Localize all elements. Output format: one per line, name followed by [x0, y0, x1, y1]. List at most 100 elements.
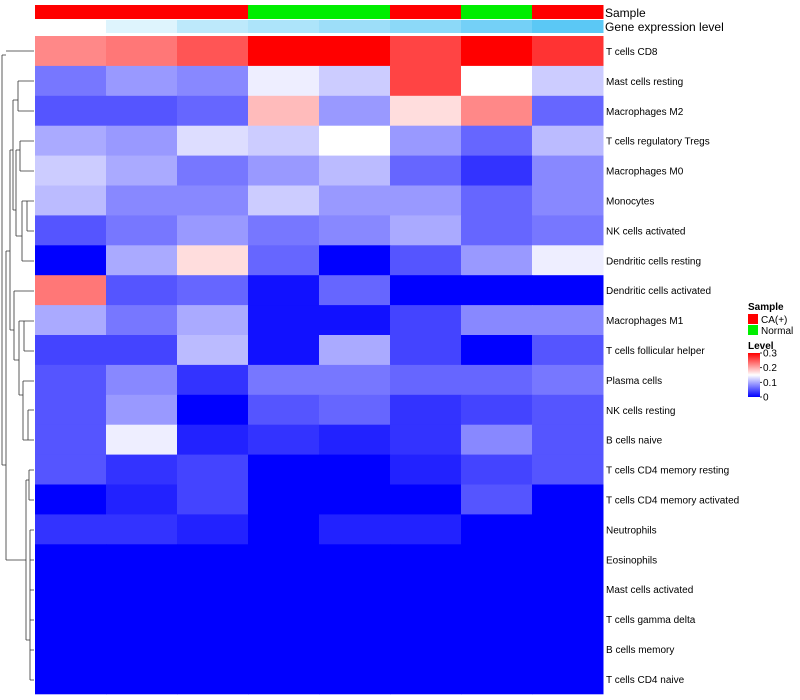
heatmap-cell	[248, 514, 320, 545]
heatmap-cell	[319, 275, 391, 306]
heatmap-cell	[106, 95, 178, 127]
row-label: B cells memory	[606, 645, 674, 656]
gene-expression-cell-4	[248, 20, 320, 33]
heatmap-cell	[461, 634, 533, 665]
heatmap-cell	[390, 663, 462, 695]
heatmap-cell	[532, 95, 604, 127]
heatmap-cell	[248, 215, 320, 246]
heatmap-cell	[461, 574, 533, 605]
heatmap-cell	[319, 65, 391, 97]
heatmap-cell	[390, 155, 462, 186]
heatmap-cell	[177, 125, 249, 157]
heatmap-cell	[532, 155, 604, 186]
heatmap-cell	[35, 544, 107, 575]
heatmap-cell	[106, 364, 178, 396]
legend: Sample CA(+) Normal Level 0.3 0.2 0.1 0	[748, 302, 793, 404]
heatmap-cell	[461, 424, 533, 456]
heatmap-cell	[461, 335, 533, 366]
heatmap-cell	[35, 574, 107, 605]
heatmap-cell	[35, 155, 107, 186]
heatmap-cell	[390, 36, 462, 67]
heatmap-cell	[177, 305, 249, 336]
heatmap-cell	[106, 484, 178, 515]
heatmap-cell	[106, 305, 178, 336]
heatmap-cell	[461, 245, 533, 276]
heatmap-cell	[319, 215, 391, 246]
heatmap-cell	[319, 634, 391, 665]
heatmap-cell	[177, 95, 249, 127]
heatmap-cell	[390, 275, 462, 306]
gene-expression-cell-1	[35, 20, 107, 33]
row-label: NK cells resting	[606, 406, 675, 417]
heatmap-cell	[319, 454, 391, 485]
heatmap-cell	[532, 663, 604, 695]
heatmap-cell	[177, 544, 249, 575]
heatmap-cell	[461, 454, 533, 485]
heatmap-cell	[461, 484, 533, 515]
heatmap-cell	[319, 424, 391, 456]
heatmap-cell	[390, 634, 462, 665]
heatmap-cell	[106, 544, 178, 575]
heatmap-cell	[532, 65, 604, 97]
row-label: Monocytes	[606, 196, 654, 207]
heatmap-cell	[177, 574, 249, 605]
heatmap-cell	[177, 215, 249, 246]
heatmap-cell	[390, 305, 462, 336]
heatmap-cell	[177, 36, 249, 67]
sample-cell-1	[35, 5, 107, 19]
row-label: T cells CD4 naive	[606, 675, 685, 686]
heatmap-cell	[319, 185, 391, 216]
sample-cell-8	[532, 5, 604, 19]
sample-cell-4	[248, 5, 320, 19]
heatmap-cell	[106, 604, 178, 635]
legend-tick-label: 0	[763, 393, 769, 404]
heatmap-cell	[35, 424, 107, 456]
heatmap-cell	[248, 65, 320, 97]
heatmap-cell	[461, 514, 533, 545]
heatmap-cell	[248, 364, 320, 396]
heatmap-cell	[248, 95, 320, 127]
heatmap-cell	[35, 215, 107, 246]
heatmap-cell	[177, 634, 249, 665]
gene-expression-cell-8	[532, 20, 604, 33]
heatmap-cell	[532, 544, 604, 575]
heatmap-cell	[532, 634, 604, 665]
heatmap-cell	[35, 454, 107, 485]
heatmap-cell	[248, 125, 320, 157]
legend-color-bar	[748, 353, 760, 397]
heatmap-cell	[319, 125, 391, 157]
heatmap-cell	[390, 335, 462, 366]
heatmap-cell	[461, 663, 533, 695]
heatmap-cell	[35, 484, 107, 515]
heatmap-cell	[106, 155, 178, 186]
heatmap-cell	[390, 454, 462, 485]
heatmap-cell	[106, 663, 178, 695]
heatmap-cell	[390, 394, 462, 426]
heatmap-cell	[177, 514, 249, 545]
heatmap-cell	[532, 185, 604, 216]
heatmap-cell	[319, 484, 391, 515]
gene-expression-cell-2	[106, 20, 178, 33]
sample-cell-7	[461, 5, 533, 19]
heatmap-cell	[35, 185, 107, 216]
heatmap-cell	[532, 484, 604, 515]
row-labels: T cells CD8 Mast cells resting Macrophages…	[606, 47, 739, 686]
heatmap-cell	[177, 245, 249, 276]
legend-sample-title: Sample	[748, 302, 784, 313]
heatmap-cell	[390, 125, 462, 157]
heatmap-cell	[461, 185, 533, 216]
row-label: T cells CD4 memory resting	[606, 466, 729, 477]
heatmap-cell	[106, 215, 178, 246]
heatmap-cell	[461, 604, 533, 635]
heatmap-cell	[461, 305, 533, 336]
heatmap-cell	[35, 275, 107, 306]
heatmap-cell	[532, 514, 604, 545]
row-label: Macrophages M1	[606, 316, 684, 327]
heatmap-cell	[390, 544, 462, 575]
heatmap-cell	[248, 185, 320, 216]
heatmap-cell	[532, 394, 604, 426]
legend-level-ticks: 0.3 0.2 0.1 0	[760, 349, 777, 404]
sample-track-label: Sample	[605, 6, 646, 20]
heatmap-cell	[248, 275, 320, 306]
row-label: T cells CD8	[606, 47, 658, 58]
